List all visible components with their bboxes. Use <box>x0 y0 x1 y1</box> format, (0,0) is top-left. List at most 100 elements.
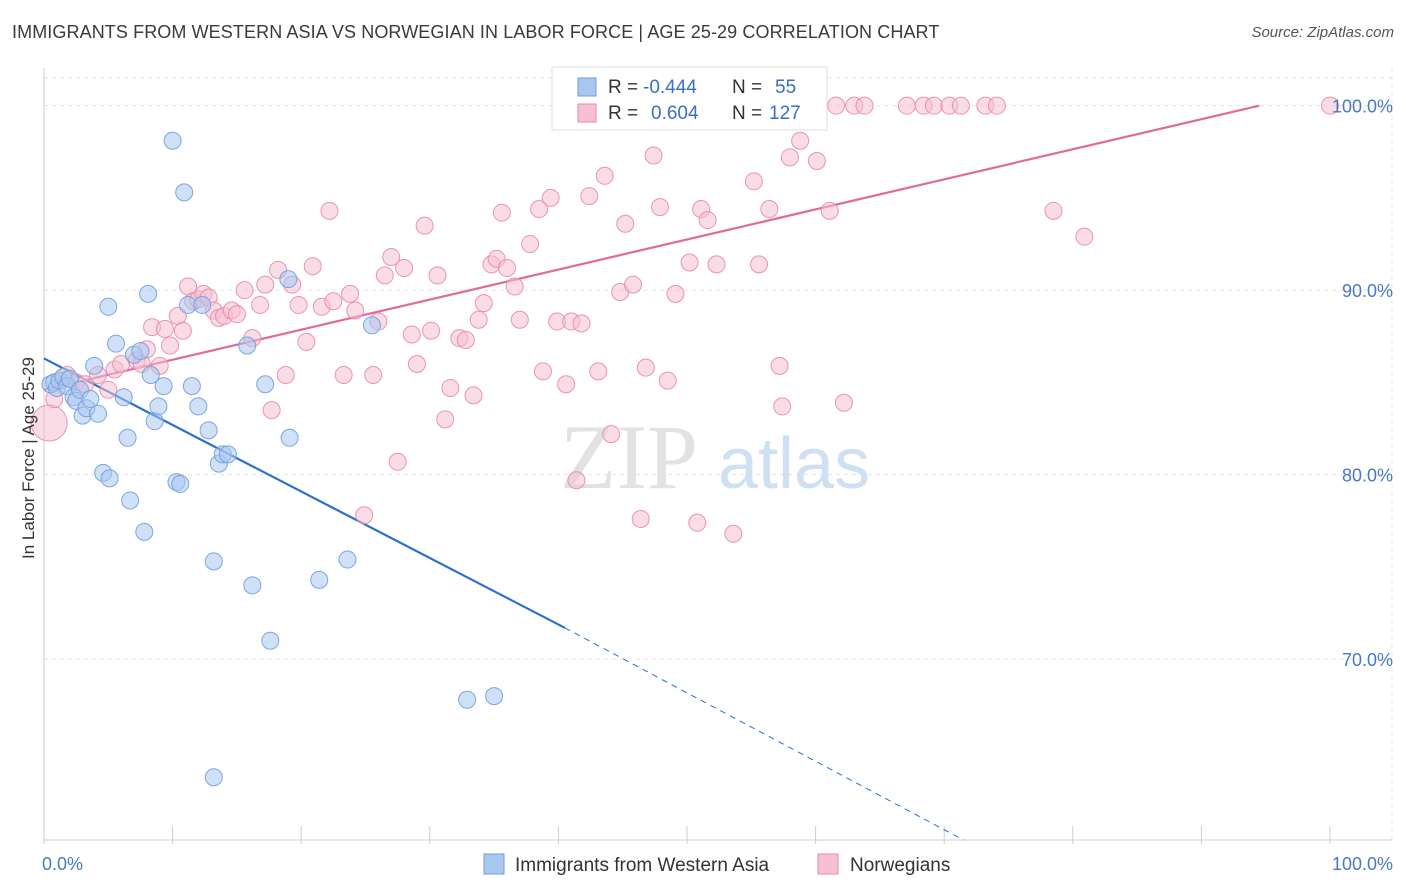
pink-point-70 <box>521 235 540 254</box>
blue-point-19 <box>114 388 133 407</box>
legend-r-label-pink: R = <box>608 103 638 124</box>
data-points <box>30 96 1339 787</box>
legend-n-value-pink: 127 <box>769 103 801 124</box>
chart-source: Source: ZipAtlas.com <box>1251 24 1394 41</box>
blue-point-12 <box>81 390 100 409</box>
pink-point-98 <box>707 255 726 274</box>
pink-point-28 <box>235 281 254 300</box>
axes <box>43 68 1392 844</box>
blue-point-17 <box>100 469 119 488</box>
blue-point-6 <box>60 369 79 388</box>
blue-point-14 <box>89 404 108 423</box>
pink-point-43 <box>341 284 360 303</box>
pink-point-62 <box>469 310 488 329</box>
pink-point-51 <box>395 259 414 278</box>
blue-point-28 <box>149 397 168 416</box>
x-tick-label-0: 0.0% <box>42 854 83 874</box>
pink-point-72 <box>533 362 552 381</box>
pink-point-95 <box>688 513 707 532</box>
blue-point-42 <box>218 445 237 464</box>
pink-point-108 <box>780 148 799 167</box>
pink-point-31 <box>256 275 275 294</box>
x-tick-label-1: 100.0% <box>1332 854 1393 874</box>
pink-point-79 <box>580 187 599 206</box>
blue-point-32 <box>171 474 190 493</box>
x-tick-labels: 0.0% 100.0% <box>42 854 1393 874</box>
watermark: ZIP atlas <box>560 406 870 508</box>
blue-point-45 <box>256 375 275 394</box>
blue-point-38 <box>199 421 218 440</box>
pink-point-67 <box>497 259 516 278</box>
blue-point-50 <box>338 550 357 569</box>
pink-point-54 <box>415 216 434 235</box>
pink-point-84 <box>616 214 635 233</box>
pink-point-49 <box>382 247 401 266</box>
blue-point-54 <box>204 768 223 787</box>
pink-point-73 <box>541 188 560 207</box>
blue-point-18 <box>107 334 126 353</box>
pink-point-106 <box>773 397 792 416</box>
pink-point-85 <box>623 275 642 294</box>
blue-point-39 <box>204 552 223 571</box>
blue-point-27 <box>145 412 164 431</box>
legend-swatch-pink <box>577 103 597 123</box>
pink-point-42 <box>334 366 353 385</box>
pink-point-57 <box>436 410 455 429</box>
blue-point-35 <box>182 377 201 396</box>
pink-point-94 <box>680 253 699 272</box>
blue-point-51 <box>362 316 381 335</box>
pink-point-117 <box>897 96 916 115</box>
pink-point-92 <box>666 284 685 303</box>
blue-point-30 <box>163 131 182 150</box>
watermark-zip: ZIP <box>560 406 698 508</box>
pink-point-41 <box>324 292 343 311</box>
blue-point-26 <box>141 366 160 385</box>
pink-point-58 <box>441 378 460 397</box>
y-tick-label-3: 100.0% <box>1332 97 1393 117</box>
pink-point-27 <box>227 305 246 324</box>
pink-point-37 <box>297 332 316 351</box>
pink-point-63 <box>474 294 493 313</box>
pink-point-125 <box>1075 227 1094 246</box>
pink-point-44 <box>346 301 365 320</box>
pink-point-121 <box>951 96 970 115</box>
pink-point-97 <box>698 211 717 230</box>
pink-point-114 <box>834 393 853 412</box>
pink-point-91 <box>658 371 677 390</box>
pink-point-34 <box>276 366 295 385</box>
legend-r-label-blue: R = <box>608 77 638 98</box>
bottom-legend-swatch-blue <box>483 853 505 875</box>
legend-swatch-blue <box>577 77 597 97</box>
chart-title: IMMIGRANTS FROM WESTERN ASIA VS NORWEGIA… <box>12 22 940 42</box>
y-tick-label-0: 70.0% <box>1342 650 1393 670</box>
pink-point-36 <box>289 295 308 314</box>
legend-n-label-blue: N = <box>732 77 762 98</box>
pink-point-119 <box>924 96 943 115</box>
blue-point-37 <box>193 295 212 314</box>
bottom-legend: Immigrants from Western Asia Norwegians <box>483 853 950 876</box>
pink-point-77 <box>567 471 586 490</box>
pink-point-15 <box>161 336 180 355</box>
pink-point-52 <box>402 325 421 344</box>
pink-point-69 <box>510 310 529 329</box>
pink-point-103 <box>750 255 769 274</box>
pink-point-14 <box>155 319 174 338</box>
y-tick-labels: 70.0% 80.0% 90.0% 100.0% <box>1332 97 1393 671</box>
pink-point-61 <box>464 386 483 405</box>
pink-point-60 <box>456 330 475 349</box>
blue-point-47 <box>279 270 298 289</box>
pink-point-53 <box>407 354 426 373</box>
pink-point-50 <box>388 452 407 471</box>
pink-point-82 <box>602 425 621 444</box>
blue-point-53 <box>485 687 504 706</box>
pink-point-100 <box>724 524 743 543</box>
pink-point-90 <box>650 198 669 217</box>
blue-point-23 <box>131 342 150 361</box>
pink-point-111 <box>807 152 826 171</box>
pink-point-40 <box>320 201 339 220</box>
pink-point-86 <box>631 509 650 528</box>
pink-point-88 <box>644 146 663 165</box>
blue-point-29 <box>154 377 173 396</box>
pink-point-6 <box>99 380 118 399</box>
